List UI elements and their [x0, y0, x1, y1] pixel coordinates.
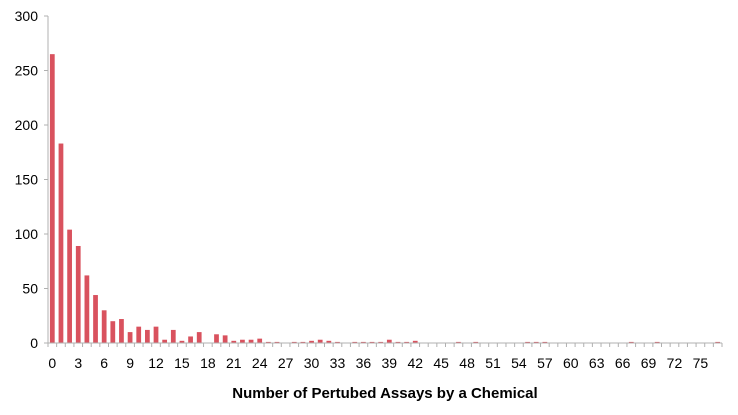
- x-tick-label: 3: [74, 355, 82, 371]
- bar-13: [162, 339, 168, 343]
- x-tick-label: 18: [200, 355, 216, 371]
- bar-8: [119, 319, 124, 343]
- x-tick-label: 42: [407, 355, 423, 371]
- x-tick-label: 75: [693, 355, 709, 371]
- x-tick-label: 54: [511, 355, 527, 371]
- bars: [49, 54, 721, 344]
- x-tick-label: 51: [485, 355, 501, 371]
- y-tick-label: 300: [15, 8, 39, 24]
- x-tick-label: 30: [304, 355, 320, 371]
- bar-20: [222, 335, 228, 343]
- x-tick-label: 72: [667, 355, 683, 371]
- bar-21: [231, 340, 237, 343]
- bar-10: [136, 326, 142, 343]
- bar-1: [58, 143, 64, 343]
- bar-12: [153, 326, 159, 343]
- x-tick-label: 39: [382, 355, 398, 371]
- x-tick-label: 69: [641, 355, 657, 371]
- bar-7: [110, 321, 116, 343]
- x-tick-label: 66: [615, 355, 631, 371]
- x-axis: [47, 342, 723, 347]
- bar-9: [127, 332, 133, 343]
- bar-70: [654, 341, 660, 343]
- bar-28: [291, 341, 297, 343]
- bar-36: [361, 341, 366, 343]
- x-tick-label: 33: [330, 355, 346, 371]
- bar-15: [179, 340, 185, 343]
- x-tick-label: 60: [563, 355, 579, 371]
- bar-14: [170, 329, 176, 343]
- y-axis-ticks: 0 50 100 150 200 250 300: [15, 8, 49, 351]
- bar-35: [352, 341, 358, 343]
- bar-6: [101, 310, 107, 343]
- y-tick-label: 100: [15, 226, 39, 242]
- x-tick-label: 6: [100, 355, 108, 371]
- bar-57: [542, 341, 548, 343]
- x-tick-label: 57: [537, 355, 553, 371]
- bar-19: [214, 334, 219, 343]
- bar-22: [240, 339, 245, 343]
- bar-37: [369, 341, 375, 343]
- x-tick-label: 0: [48, 355, 56, 371]
- bar-56: [533, 341, 539, 343]
- x-tick-label: 45: [433, 355, 449, 371]
- bar-49: [473, 341, 479, 343]
- x-axis-ticks: 0 3 6 9 12 15 18 21 24 27 30 33 36 39 42 45 48 51 54 57 60 63…: [48, 355, 708, 371]
- bar-39: [386, 339, 392, 343]
- bar-31: [317, 339, 323, 343]
- bar-3: [75, 245, 81, 343]
- y-tick-label: 50: [22, 281, 38, 297]
- bar-4: [84, 275, 90, 343]
- x-tick-label: 12: [148, 355, 164, 371]
- y-tick-label: 200: [15, 117, 39, 133]
- bar-25: [265, 341, 271, 343]
- bar-40: [395, 341, 401, 343]
- bar-17: [196, 332, 202, 343]
- bar-23: [248, 339, 254, 343]
- y-tick-label: 250: [15, 63, 39, 79]
- bar-77: [715, 341, 721, 343]
- x-tick-label: 21: [226, 355, 242, 371]
- bar-26: [274, 341, 280, 343]
- bar-33: [335, 341, 340, 343]
- bar-41: [404, 341, 409, 343]
- x-axis-title: Number of Pertubed Assays by a Chemical: [232, 385, 537, 402]
- bar-32: [326, 340, 332, 343]
- bar-55: [525, 341, 530, 343]
- bar-38: [378, 341, 384, 343]
- bar-16: [188, 336, 193, 343]
- bar-67: [628, 341, 634, 343]
- x-tick-label: 48: [459, 355, 475, 371]
- bar-0: [49, 54, 55, 344]
- bar-42: [412, 340, 418, 343]
- x-tick-label: 27: [278, 355, 294, 371]
- x-tick-label: 15: [174, 355, 190, 371]
- y-tick-label: 150: [15, 172, 39, 188]
- y-tick-label: 0: [30, 335, 38, 351]
- bar-2: [67, 229, 72, 343]
- x-tick-label: 63: [589, 355, 605, 371]
- bar-11: [145, 329, 150, 343]
- bar-24: [257, 338, 263, 343]
- bar-29: [300, 341, 306, 343]
- bar-5: [93, 295, 98, 343]
- x-tick-label: 9: [126, 355, 134, 371]
- bar-30: [309, 340, 314, 343]
- bar-47: [456, 341, 461, 343]
- x-tick-label: 36: [356, 355, 372, 371]
- x-tick-label: 24: [252, 355, 268, 371]
